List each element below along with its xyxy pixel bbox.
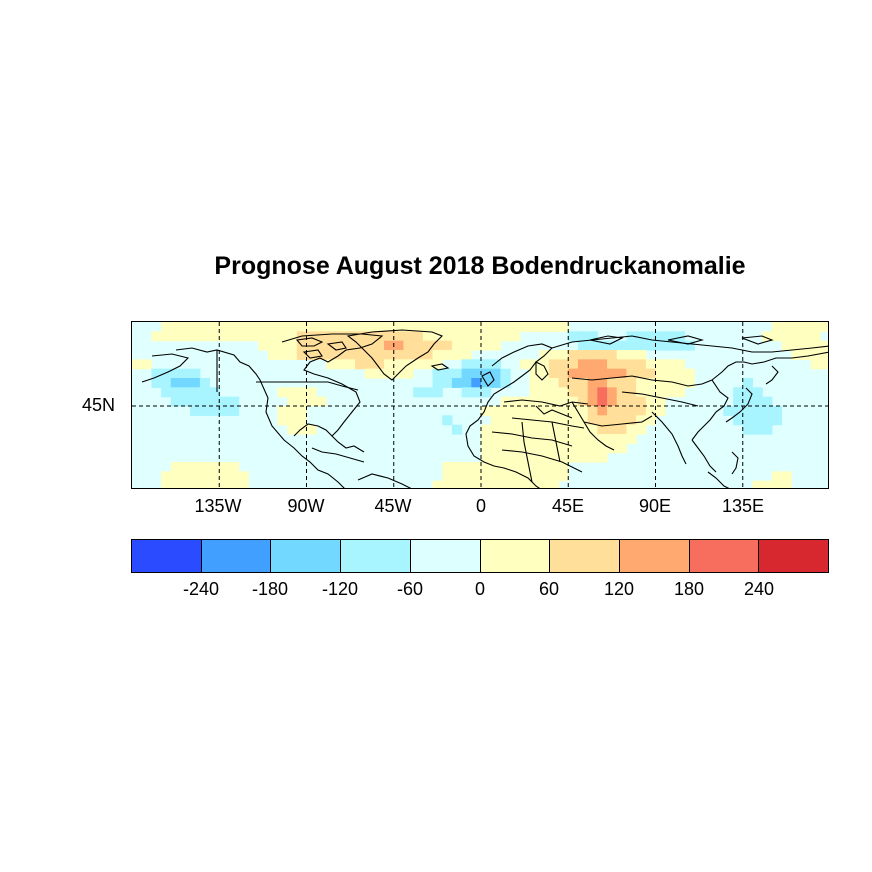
colorbar-segment: [689, 540, 760, 572]
colorbar-segment: [132, 540, 202, 572]
colorbar-segment: [759, 540, 829, 572]
colorbar-segment: [271, 540, 342, 572]
colorbar-segment: [550, 540, 620, 572]
gridlines: [132, 322, 828, 488]
colorbar-label: -180: [251, 579, 289, 599]
lon-label-135e: 135E: [721, 496, 765, 516]
colorbar: [131, 539, 829, 573]
anomaly-map: [131, 321, 829, 489]
colorbar-label: 120: [603, 579, 635, 599]
lon-label-135w: 135W: [194, 496, 242, 516]
coastlines: [141, 329, 828, 488]
lon-label-45e: 45E: [551, 496, 585, 516]
lon-label-0: 0: [475, 496, 487, 516]
lon-label-45w: 45W: [374, 496, 412, 516]
lon-label-90w: 90W: [287, 496, 325, 516]
colorbar-segment: [201, 540, 272, 572]
lon-label-90e: 90E: [638, 496, 672, 516]
colorbar-label: -60: [396, 579, 424, 599]
colorbar-segment: [341, 540, 411, 572]
colorbar-segment: [480, 540, 551, 572]
colorbar-label: -240: [182, 579, 220, 599]
plot-title: Prognose August 2018 Bodendruckanomalie: [214, 252, 746, 280]
colorbar-label: 0: [474, 579, 486, 599]
colorbar-label: 60: [538, 579, 560, 599]
colorbar-segment: [410, 540, 481, 572]
colorbar-label: 180: [673, 579, 705, 599]
colorbar-label: -120: [321, 579, 359, 599]
colorbar-segment: [619, 540, 690, 572]
map-canvas: [132, 322, 828, 488]
lat-label-45n: 45N: [82, 395, 116, 415]
anomaly-cells: [132, 322, 828, 488]
colorbar-label: 240: [743, 579, 775, 599]
